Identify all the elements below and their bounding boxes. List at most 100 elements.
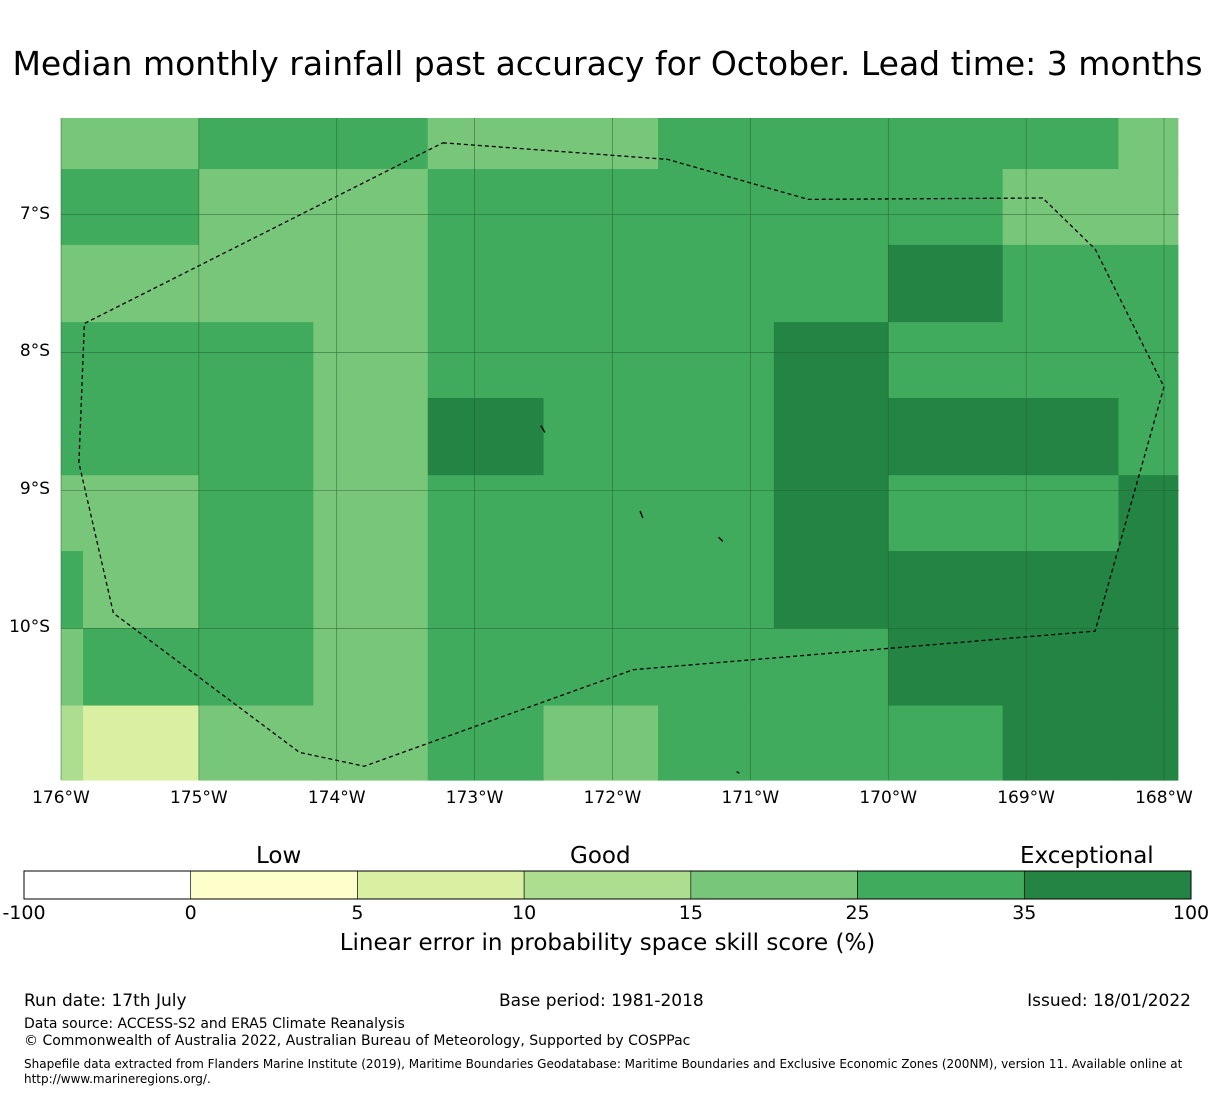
grid-cell xyxy=(543,705,659,781)
grid-cell xyxy=(313,705,429,781)
grid-cell xyxy=(313,551,429,629)
grid-cell xyxy=(427,551,545,629)
longitude-tick-label: 172°W xyxy=(583,788,642,808)
longitude-tick-label: 171°W xyxy=(721,788,780,808)
latitude-tick-label: 7°S xyxy=(19,203,50,224)
grid-cell xyxy=(1118,244,1179,323)
grid-cell xyxy=(1118,169,1179,246)
grid-cell xyxy=(198,628,314,707)
grid-cell xyxy=(427,244,545,323)
grid-cell xyxy=(313,118,429,170)
grid-cell xyxy=(773,475,889,552)
grid-cell xyxy=(1002,397,1120,476)
grid-cell xyxy=(1118,628,1179,707)
grid-cell xyxy=(543,475,659,552)
grid-cell xyxy=(1002,322,1120,399)
grid-cell xyxy=(773,322,889,399)
island xyxy=(639,510,644,519)
data-source: Data source: ACCESS-S2 and ERA5 Climate … xyxy=(24,1016,405,1032)
grid-cell xyxy=(61,551,84,629)
grid-cell xyxy=(198,475,314,552)
colorbar-tick-label: 15 xyxy=(678,902,703,924)
grid-cell xyxy=(543,551,659,629)
grid-cell xyxy=(773,551,889,629)
skill-score-grid xyxy=(61,118,1179,781)
grid-cell xyxy=(773,118,889,170)
longitude-tick-label: 168°W xyxy=(1135,788,1193,808)
colorbar-category-good: Good xyxy=(570,843,631,869)
grid-cell xyxy=(773,705,889,781)
grid-cell xyxy=(83,118,200,170)
grid-cell xyxy=(198,118,314,170)
shapefile-note: Shapefile data extracted from Flanders M… xyxy=(24,1057,1183,1086)
grid-cell xyxy=(1002,705,1120,781)
colorbar-label: Linear error in probability space skill … xyxy=(339,930,876,956)
grid-cell xyxy=(1002,551,1120,629)
grid-cell xyxy=(427,397,545,476)
run-date: Run date: 17th July xyxy=(24,991,187,1011)
grid-cell xyxy=(543,628,659,707)
grid-cell xyxy=(888,118,1004,170)
grid-cell xyxy=(657,118,775,170)
grid-cell xyxy=(657,397,775,476)
grid-cell xyxy=(888,628,1004,707)
colorbar-tick-label: 10 xyxy=(512,902,537,924)
grid-cell xyxy=(198,169,314,246)
grid-cell xyxy=(83,628,200,707)
colorbar-frame xyxy=(23,870,1192,900)
grid-cell xyxy=(657,475,775,552)
grid-cell xyxy=(83,551,200,629)
grid-cell xyxy=(83,169,200,246)
island-outlines xyxy=(540,425,740,774)
grid-cell xyxy=(888,322,1004,399)
graticule xyxy=(60,118,1179,780)
grid-cell xyxy=(543,169,659,246)
grid-cell xyxy=(888,244,1004,323)
colorbar-swatch xyxy=(857,870,1025,900)
grid-cell xyxy=(61,705,84,781)
colorbar-swatch xyxy=(190,870,358,900)
colorbar-tick-label: -100 xyxy=(2,902,46,924)
colorbar-tick-label: 0 xyxy=(184,902,197,924)
grid-cell xyxy=(198,551,314,629)
longitude-tick-label: 170°W xyxy=(859,788,918,808)
grid-cell xyxy=(543,397,659,476)
colorbar-tick-label: 5 xyxy=(351,902,364,924)
grid-cell xyxy=(657,705,775,781)
island xyxy=(736,771,740,774)
longitude-tick-label: 169°W xyxy=(997,788,1055,808)
grid-cell xyxy=(657,244,775,323)
grid-cell xyxy=(657,628,775,707)
grid-cell xyxy=(198,244,314,323)
grid-cell xyxy=(313,322,429,399)
grid-cell xyxy=(61,322,84,399)
grid-cell xyxy=(313,169,429,246)
grid-cell xyxy=(198,397,314,476)
colorbar-tick-label: 100 xyxy=(1172,902,1210,924)
grid-cell xyxy=(888,397,1004,476)
grid-cell xyxy=(427,118,545,170)
grid-cell xyxy=(198,322,314,399)
grid-cell xyxy=(543,244,659,323)
grid-cell xyxy=(888,705,1004,781)
grid-cell xyxy=(1118,475,1179,552)
island xyxy=(540,425,546,433)
colorbar xyxy=(23,870,1192,900)
longitude-tick-label: 175°W xyxy=(169,788,228,808)
grid-cell xyxy=(657,169,775,246)
colorbar-swatch xyxy=(357,870,525,900)
grid-cell xyxy=(61,475,84,552)
colorbar-category-low: Low xyxy=(256,843,302,869)
grid-cell xyxy=(313,475,429,552)
grid-cell xyxy=(61,397,84,476)
colorbar-tick-label: 25 xyxy=(845,902,870,924)
grid-cell xyxy=(83,705,200,781)
copyright: © Commonwealth of Australia 2022, Austra… xyxy=(24,1033,691,1049)
colorbar-swatch xyxy=(523,870,692,900)
colorbar-tick-label: 35 xyxy=(1012,902,1037,924)
island xyxy=(718,536,724,542)
colorbar-swatch xyxy=(1023,870,1192,900)
base-period: Base period: 1981-2018 xyxy=(499,991,704,1011)
grid-cell xyxy=(427,705,545,781)
grid-cell xyxy=(198,705,314,781)
